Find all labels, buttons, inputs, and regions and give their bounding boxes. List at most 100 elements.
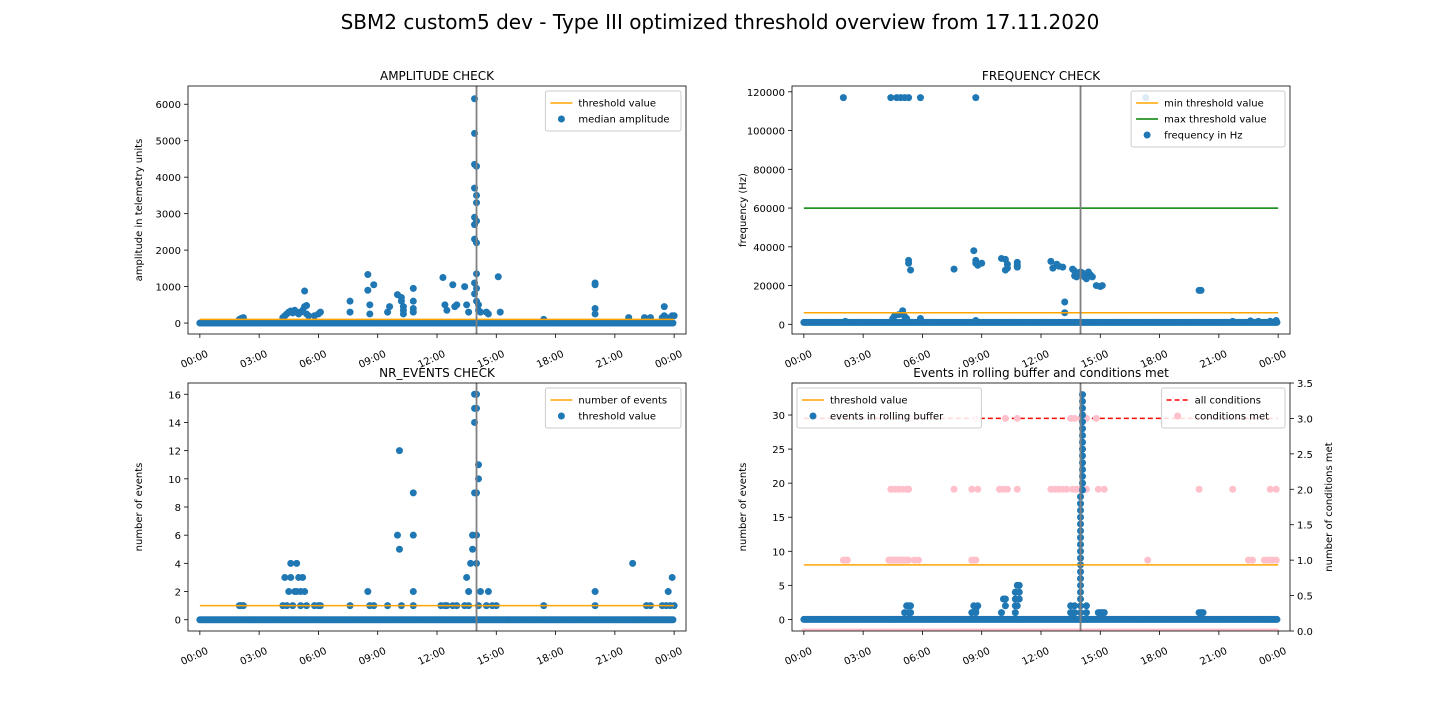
data-point-threshold-value xyxy=(409,531,417,539)
y-axis-label: number of events xyxy=(738,463,749,552)
data-point-events-in-rolling-buffer xyxy=(1015,588,1023,596)
data-point-threshold-value xyxy=(301,588,309,596)
data-point-conditions-met xyxy=(1248,556,1256,564)
data-point-events-in-rolling-buffer xyxy=(997,609,1005,617)
data-point-median-amplitude xyxy=(305,312,313,320)
x-tick-label: 21:00 xyxy=(1198,349,1229,371)
legend-marker xyxy=(557,412,565,420)
legend-label: frequency in Hz xyxy=(1164,131,1242,142)
data-point-threshold-value xyxy=(395,545,403,553)
chart-title: FREQUENCY CHECK xyxy=(982,69,1101,83)
data-point-events-in-rolling-buffer xyxy=(1100,609,1108,617)
data-point-conditions-met xyxy=(1272,485,1280,493)
data-point-conditions-met xyxy=(1071,414,1079,422)
data-point-median-amplitude xyxy=(301,287,309,295)
data-point-median-amplitude xyxy=(439,273,447,281)
data-point-median-amplitude xyxy=(346,297,354,305)
figure-suptitle: SBM2 custom5 dev - Type III optimized th… xyxy=(340,10,1100,34)
data-point-conditions-met xyxy=(1229,485,1237,493)
legend-box xyxy=(1130,90,1286,148)
y-right-tick-label: 1.5 xyxy=(1297,521,1313,532)
axes-frame xyxy=(187,85,687,335)
data-point-conditions-met xyxy=(905,556,913,564)
legend: min threshold value max threshold value fr… xyxy=(1130,90,1286,148)
data-point-threshold-value xyxy=(591,588,599,596)
x-tick-label: 00:00 xyxy=(654,646,685,668)
y-tick-label: 16 xyxy=(168,390,181,401)
data-point-median-amplitude xyxy=(366,310,374,318)
x-tick-label: 12:00 xyxy=(416,646,447,668)
data-point-median-amplitude xyxy=(660,303,668,311)
data-point-frequency-in-Hz xyxy=(916,315,924,322)
chart-frequency: FREQUENCY CHECK frequency (Hz) 0 20000 40000… xyxy=(738,69,1291,371)
data-point-frequency-in-Hz xyxy=(1197,286,1205,294)
data-point-conditions-met xyxy=(1094,485,1102,493)
data-point-conditions-met xyxy=(950,485,958,493)
y-tick-label: 15 xyxy=(772,513,785,524)
y-tick-label: 10 xyxy=(168,475,181,486)
data-point-median-amplitude xyxy=(670,312,678,320)
data-point-conditions-met xyxy=(905,485,913,493)
legend: threshold value median amplitude xyxy=(544,90,682,132)
x-tick-label: 00:00 xyxy=(179,349,210,371)
x-tick-label: 18:00 xyxy=(1139,646,1170,668)
baseline-point xyxy=(1273,615,1281,623)
data-point-conditions-met xyxy=(1001,414,1009,422)
x-tick-label: 00:00 xyxy=(654,349,685,371)
data-point-frequency-in-Hz xyxy=(839,94,847,102)
y-tick-label: 8 xyxy=(175,503,181,514)
data-point-median-amplitude xyxy=(386,303,394,311)
chart-rolling_buffer: Events in rolling buffer and conditions … xyxy=(738,366,1335,668)
y-tick-label: 80000 xyxy=(753,165,785,176)
axes-frame xyxy=(791,382,1291,632)
data-point-events-in-rolling-buffer xyxy=(972,605,980,613)
y-tick-label: 5000 xyxy=(156,137,181,148)
data-point-conditions-met xyxy=(1063,485,1071,493)
data-point-frequency-in-Hz xyxy=(903,315,911,322)
axes-frame xyxy=(791,85,1291,335)
axes-frame xyxy=(187,382,687,632)
data-point-frequency-in-Hz xyxy=(1254,317,1262,325)
data-point-median-amplitude xyxy=(303,302,311,310)
chart-title: AMPLITUDE CHECK xyxy=(380,69,495,83)
data-point-median-amplitude xyxy=(409,284,417,292)
legend-label: conditions met xyxy=(1195,412,1270,423)
y-axis-label: number of events xyxy=(134,463,145,552)
x-tick-label: 00:00 xyxy=(179,646,210,668)
x-tick-label: 21:00 xyxy=(1198,646,1229,668)
x-tick-label: 18:00 xyxy=(535,349,566,371)
y-tick-label: 60000 xyxy=(753,204,785,215)
data-point-frequency-in-Hz xyxy=(1073,273,1081,281)
legend-marker xyxy=(809,412,817,420)
data-point-median-amplitude xyxy=(461,283,469,291)
y-axis-label-right: number of conditions met xyxy=(1324,442,1335,572)
data-point-median-amplitude xyxy=(484,310,492,318)
legend-box xyxy=(544,90,682,132)
baseline-point xyxy=(669,616,677,624)
y-tick-label: 0 xyxy=(779,615,785,626)
data-point-frequency-in-Hz xyxy=(1098,282,1106,290)
y-tick-label: 3000 xyxy=(156,210,181,221)
data-point-frequency-in-Hz xyxy=(978,259,986,267)
data-point-conditions-met xyxy=(1013,485,1021,493)
y-tick-label: 20000 xyxy=(753,282,785,293)
data-point-threshold-value xyxy=(467,559,475,567)
data-point-median-amplitude xyxy=(409,308,417,316)
data-point-median-amplitude xyxy=(346,308,354,316)
y-right-tick-label: 2.5 xyxy=(1297,450,1313,461)
legend-marker xyxy=(557,115,565,123)
data-point-frequency-in-Hz xyxy=(887,94,895,102)
data-point-conditions-met xyxy=(1195,485,1203,493)
data-point-threshold-value xyxy=(409,588,417,596)
data-point-events-in-rolling-buffer xyxy=(1015,595,1023,603)
data-point-median-amplitude xyxy=(399,310,407,318)
data-point-threshold-value xyxy=(463,573,471,581)
data-point-events-in-rolling-buffer xyxy=(907,609,915,617)
legend-box xyxy=(544,387,682,429)
data-point-frequency-in-Hz xyxy=(1047,257,1055,265)
data-point-frequency-in-Hz xyxy=(972,94,980,102)
y-tick-label: 120000 xyxy=(747,88,785,99)
data-point-frequency-in-Hz xyxy=(972,316,980,324)
y-tick-label: 0 xyxy=(175,616,181,627)
y-right-tick-label: 0.0 xyxy=(1297,627,1313,638)
